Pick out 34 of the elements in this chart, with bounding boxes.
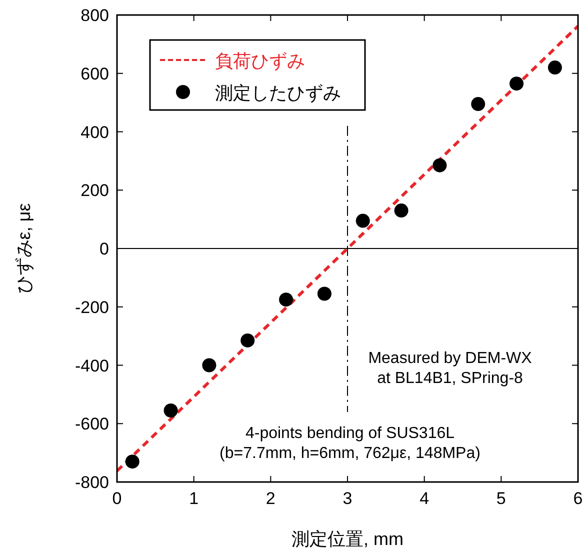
point <box>317 286 332 301</box>
point <box>394 204 408 218</box>
x-tick-label: 0 <box>112 489 122 508</box>
point <box>164 403 178 418</box>
y-tick-label: -600 <box>74 414 109 434</box>
point <box>279 292 294 307</box>
legend-label: 測定したひずみ <box>215 83 341 103</box>
point <box>510 76 524 91</box>
y-tick-label: 600 <box>80 64 109 84</box>
x-tick-label: 2 <box>266 489 276 508</box>
point <box>125 454 140 469</box>
x-tick-label: 6 <box>573 489 583 508</box>
x-tick-label: 5 <box>496 489 506 508</box>
y-axis-title: ひずみε, με <box>14 203 34 294</box>
x-tick-label: 3 <box>342 489 352 508</box>
y-tick-label: -200 <box>74 298 109 317</box>
x-tick-label: 4 <box>420 489 430 508</box>
point <box>471 97 486 112</box>
y-tick-label: 200 <box>80 181 109 200</box>
x-axis-title: 測定位置, mm <box>292 529 404 549</box>
annotation: Measured by DEM-WX at BL14B1, SPring-8 <box>368 350 532 387</box>
y-tick-label: -800 <box>74 473 109 492</box>
y-tick-label: 0 <box>100 240 109 258</box>
point <box>548 60 562 75</box>
y-tick-label: -400 <box>74 356 109 376</box>
point <box>356 214 370 228</box>
point <box>202 358 216 372</box>
annotation: 4-points bending of SUS316L (b=7.7mm, h=6mm, 762με, 148MPa) <box>220 425 480 462</box>
y-tick-label: 400 <box>80 122 109 142</box>
point <box>432 158 447 172</box>
y-tick-label: 800 <box>80 6 109 25</box>
point <box>240 333 255 348</box>
x-tick-label: 1 <box>189 489 199 508</box>
legend-label: 負荷ひずみ <box>215 51 305 71</box>
